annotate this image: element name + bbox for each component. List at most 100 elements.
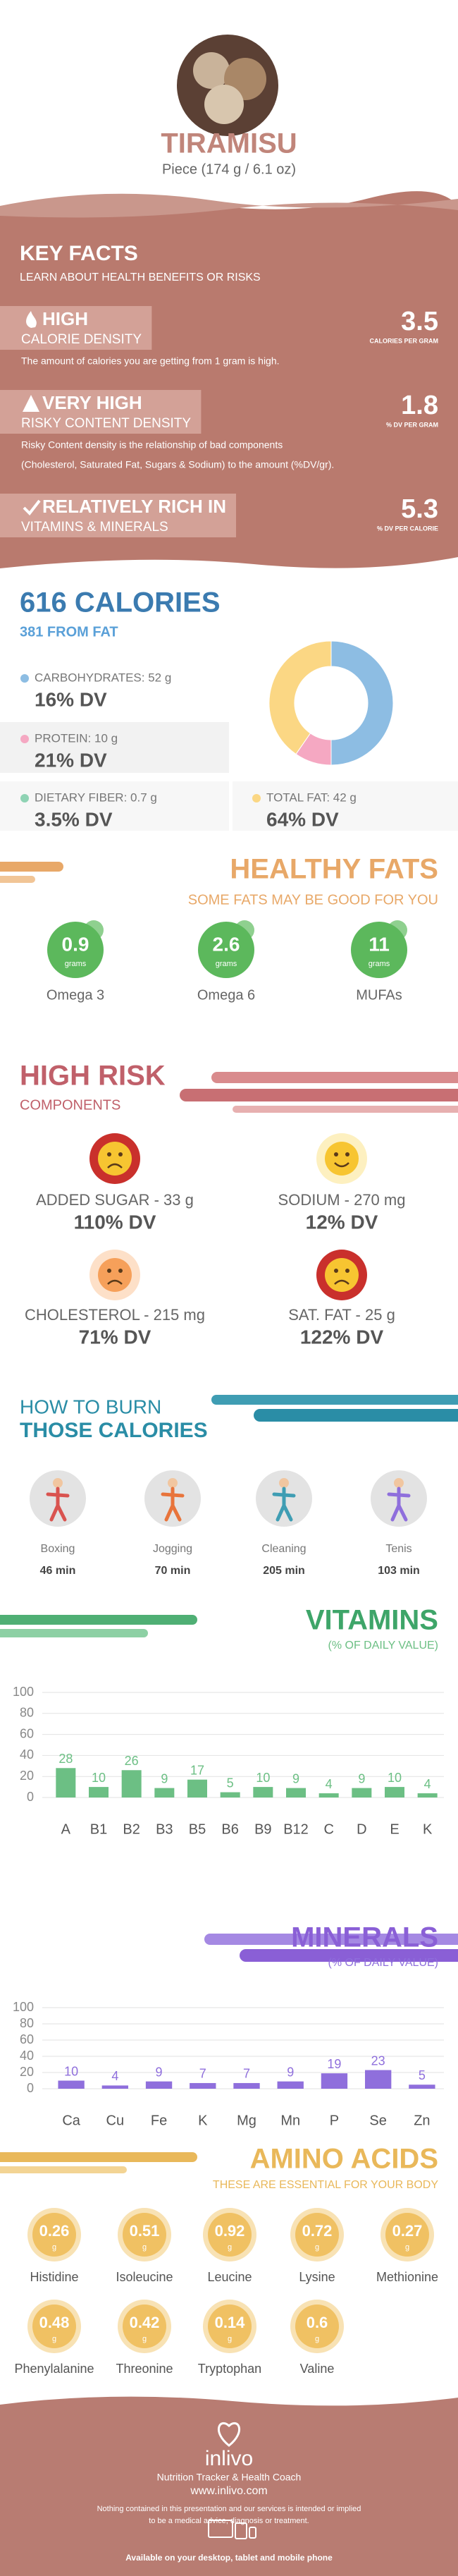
amino-circle xyxy=(295,2213,339,2257)
y-tick-label: 40 xyxy=(20,2049,34,2063)
x-tick-label: B9 xyxy=(254,1821,271,1837)
amino-unit: g xyxy=(315,2335,319,2343)
x-tick-label: K xyxy=(423,1821,433,1837)
risk-dv: 110% DV xyxy=(74,1211,156,1233)
activity-time: 103 min xyxy=(378,1565,420,1577)
x-tick-label: Cu xyxy=(106,2113,125,2128)
amino-value: 0.92 xyxy=(215,2222,245,2240)
section-subtitle: LEARN ABOUT HEALTH BENEFITS OR RISKS xyxy=(20,271,261,283)
stripe xyxy=(240,1949,458,1962)
bar xyxy=(385,1787,404,1797)
bar xyxy=(318,1793,339,1797)
risk-eye xyxy=(334,1152,338,1156)
stripe xyxy=(211,1072,458,1083)
y-tick-label: 80 xyxy=(20,1706,34,1720)
fact-value: 5.3 xyxy=(401,494,438,524)
section-title: 616 CALORIES xyxy=(20,587,221,618)
bar xyxy=(187,1779,207,1797)
activity-body xyxy=(272,1487,296,1522)
section-title: HOW TO BURN xyxy=(20,1396,161,1417)
risk-dv: 71% DV xyxy=(79,1326,151,1348)
fact-label: RISKY CONTENT DENSITY xyxy=(21,416,191,431)
bar xyxy=(89,1787,109,1797)
fat-name: MUFAs xyxy=(356,987,402,1003)
fact-label: CALORIE DENSITY xyxy=(21,332,142,347)
amino-value: 0.51 xyxy=(130,2222,160,2240)
x-tick-label: B1 xyxy=(90,1821,107,1837)
fact-level: VERY HIGH xyxy=(42,392,142,413)
bar xyxy=(321,2073,348,2089)
amino-value: 0.6 xyxy=(307,2314,328,2331)
amino-name: Threonine xyxy=(116,2362,173,2376)
legend-dot xyxy=(20,735,29,743)
x-tick-label: Zn xyxy=(414,2113,430,2128)
risk-face xyxy=(325,1258,359,1292)
x-tick-label: B2 xyxy=(123,1821,140,1837)
section-title: HEALTHY FATS xyxy=(230,854,438,885)
value-label: 5 xyxy=(419,2068,426,2082)
risk-eye xyxy=(334,1269,338,1273)
availability: Available on your desktop, tablet and mo… xyxy=(125,2553,333,2563)
amino-circle xyxy=(295,2305,339,2348)
fat-unit: grams xyxy=(369,960,390,968)
fat-unit: grams xyxy=(216,960,237,968)
stripe xyxy=(211,1395,458,1405)
amino-name: Phenylalanine xyxy=(14,2362,94,2376)
bar xyxy=(58,2080,85,2089)
value-label: 5 xyxy=(227,1776,234,1790)
amino-value: 0.26 xyxy=(39,2222,70,2240)
amino-circle xyxy=(32,2213,76,2257)
activity-head xyxy=(53,1478,63,1488)
x-tick-label: Mn xyxy=(280,2113,300,2128)
x-tick-label: Fe xyxy=(151,2113,167,2128)
fat-name: Omega 6 xyxy=(197,987,255,1003)
section-subtitle: COMPONENTS xyxy=(20,1097,120,1113)
tagline: Nutrition Tracker & Health Coach xyxy=(157,2472,302,2483)
legend-dot xyxy=(20,794,29,802)
amino-unit: g xyxy=(52,2243,56,2252)
bar xyxy=(417,1793,438,1797)
amino-name: Histidine xyxy=(30,2270,78,2284)
x-tick-label: P xyxy=(330,2113,339,2128)
value-label: 10 xyxy=(92,1771,106,1785)
stripe xyxy=(0,2166,127,2173)
fact-label: VITAMINS & MINERALS xyxy=(21,520,168,535)
bar xyxy=(220,1792,240,1797)
bar xyxy=(409,2084,435,2089)
amino-unit: g xyxy=(405,2243,409,2252)
risk-mouth xyxy=(334,1162,349,1168)
fat-circle xyxy=(351,922,407,978)
risk-face xyxy=(98,1258,132,1292)
risk-label: SAT. FAT - 25 g xyxy=(288,1306,395,1324)
fat-value: 2.6 xyxy=(213,933,240,955)
y-tick-label: 100 xyxy=(13,1685,34,1699)
nutrient-dv: 16% DV xyxy=(35,688,107,710)
nutrient-label: PROTEIN: 10 g xyxy=(35,731,118,745)
legend-dot xyxy=(20,674,29,683)
fact-unit: CALORIES PER GRAM xyxy=(369,337,438,344)
value-label: 23 xyxy=(371,2053,385,2068)
risk-mouth xyxy=(107,1279,123,1285)
section-subtitle: (% OF DAILY VALUE) xyxy=(328,1957,438,1969)
fact-icon xyxy=(23,395,39,412)
activity-time: 70 min xyxy=(155,1565,191,1577)
device-icon xyxy=(235,2522,247,2539)
stripe xyxy=(204,1934,458,1945)
activity-body xyxy=(46,1487,70,1522)
y-tick-label: 20 xyxy=(20,2065,34,2079)
nutrient-label: DIETARY FIBER: 0.7 g xyxy=(35,790,157,804)
bar xyxy=(121,1770,142,1797)
device-icon xyxy=(249,2527,256,2539)
x-tick-label: K xyxy=(198,2113,208,2128)
amino-value: 0.27 xyxy=(392,2222,423,2240)
section-subtitle: THESE ARE ESSENTIAL FOR YOUR BODY xyxy=(213,2179,438,2191)
food-image-detail xyxy=(193,52,230,89)
row-band xyxy=(233,781,458,831)
y-tick-label: 60 xyxy=(20,2032,34,2046)
x-tick-label: Ca xyxy=(62,2113,80,2128)
activity-name: Tenis xyxy=(385,1543,411,1555)
donut-segment xyxy=(268,640,332,755)
risk-label: CHOLESTEROL - 215 mg xyxy=(25,1306,205,1324)
section-subtitle: THOSE CALORIES xyxy=(20,1419,208,1442)
fact-unit: % DV PER CALORIE xyxy=(377,525,438,532)
